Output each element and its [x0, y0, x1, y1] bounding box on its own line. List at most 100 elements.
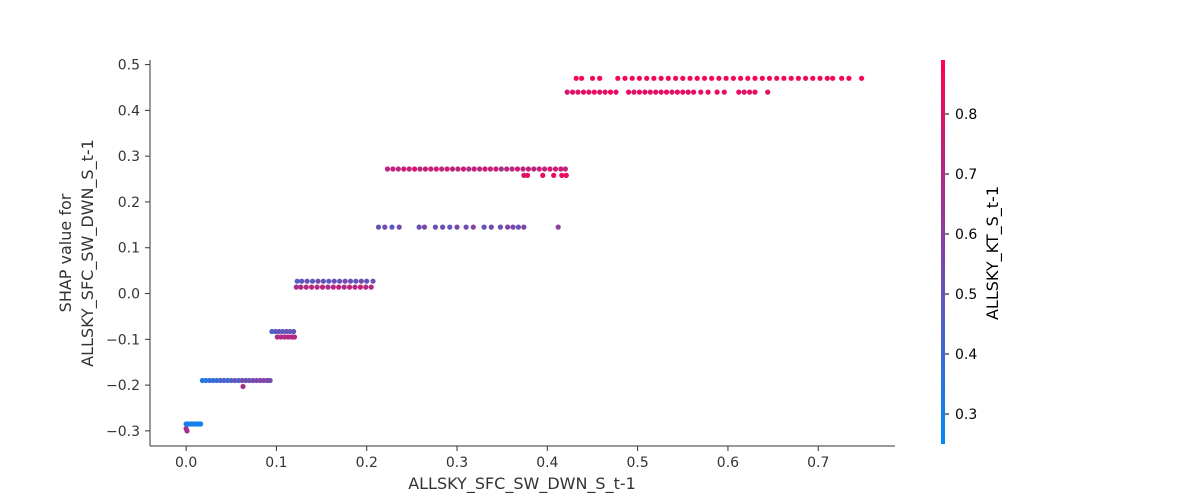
data-point [269, 328, 275, 335]
data-point [795, 75, 802, 81]
data-point [432, 224, 438, 230]
data-point [198, 421, 204, 427]
data-point [653, 89, 659, 95]
data-point [363, 284, 369, 290]
data-point [714, 89, 720, 95]
data-point [482, 166, 488, 172]
data-point [309, 284, 315, 290]
data-point [830, 75, 836, 81]
data-point [298, 284, 304, 290]
data-point [353, 278, 359, 284]
data-point [285, 334, 291, 340]
data-point [521, 172, 527, 178]
y-tick-label: 0.4 [118, 103, 140, 119]
data-point [342, 278, 348, 284]
data-point [207, 377, 213, 384]
data-point [375, 224, 382, 230]
data-point [680, 75, 686, 81]
data-point [509, 166, 515, 172]
x-tick-label: 0.4 [536, 455, 558, 471]
data-point [747, 89, 753, 95]
data-point [580, 89, 587, 95]
x-tick-label: 0.0 [175, 455, 197, 471]
data-point [542, 166, 548, 172]
data-point [665, 75, 671, 81]
data-point [824, 75, 830, 81]
data-point [552, 166, 559, 172]
data-point [721, 89, 727, 95]
data-point [463, 224, 469, 230]
data-point [325, 284, 331, 290]
data-point [551, 172, 557, 178]
colorbar-tick-label: 0.7 [955, 167, 977, 183]
data-point [510, 224, 516, 230]
data-point [759, 75, 765, 81]
data-point [278, 334, 284, 340]
x-tick-label: 0.7 [807, 455, 829, 471]
data-point [337, 278, 343, 284]
data-point [579, 75, 585, 81]
data-point [257, 377, 263, 384]
y-tick-label: 0.1 [118, 241, 140, 257]
data-point [282, 334, 288, 340]
data-point [370, 278, 376, 284]
data-point [225, 377, 231, 384]
data-point [319, 284, 326, 290]
data-point [471, 166, 477, 172]
data-point [267, 377, 273, 384]
data-point [636, 89, 643, 95]
y-tick-label: 0.3 [118, 149, 140, 165]
data-point [368, 284, 374, 290]
data-point [412, 166, 418, 172]
data-point [291, 328, 297, 335]
colorbar-tick-label: 0.6 [955, 227, 977, 243]
data-point [597, 89, 603, 95]
colorbar-tick-label: 0.4 [955, 347, 977, 363]
data-point [487, 166, 493, 172]
data-point [246, 377, 252, 384]
data-point [406, 166, 412, 172]
data-point [293, 284, 299, 290]
data-point [488, 224, 494, 230]
data-point [347, 278, 354, 284]
data-point [644, 75, 650, 81]
y-tick-label: −0.2 [106, 378, 140, 394]
data-point [701, 75, 708, 81]
data-point [291, 334, 298, 340]
data-point [669, 89, 675, 95]
data-point [803, 75, 809, 81]
data-point [658, 89, 664, 95]
data-point [466, 166, 472, 172]
data-point [570, 89, 576, 95]
data-point [272, 328, 279, 335]
data-point [839, 75, 845, 81]
data-point [228, 377, 234, 384]
data-point [303, 284, 309, 290]
data-point [280, 328, 286, 335]
data-point [752, 89, 758, 95]
data-point [859, 75, 865, 81]
data-point [540, 172, 546, 178]
data-point [421, 224, 428, 230]
data-point [716, 75, 722, 81]
data-point [261, 377, 267, 384]
data-point [389, 224, 395, 230]
data-point [723, 75, 729, 81]
data-point [846, 75, 852, 81]
data-point [203, 377, 209, 384]
y-tick-label: −0.1 [106, 332, 140, 348]
data-point [299, 278, 305, 284]
data-point [765, 89, 771, 95]
data-point [309, 278, 316, 284]
data-point [422, 166, 428, 172]
colorbar [941, 60, 945, 444]
data-point [766, 75, 773, 81]
colorbar-tick-label: 0.5 [955, 287, 977, 303]
data-point [352, 284, 358, 290]
data-point [631, 89, 637, 95]
data-point [336, 284, 342, 290]
colorbar-tick-label: 0.8 [955, 107, 977, 123]
data-point [221, 377, 227, 384]
data-point [602, 89, 608, 95]
data-point [417, 166, 423, 172]
